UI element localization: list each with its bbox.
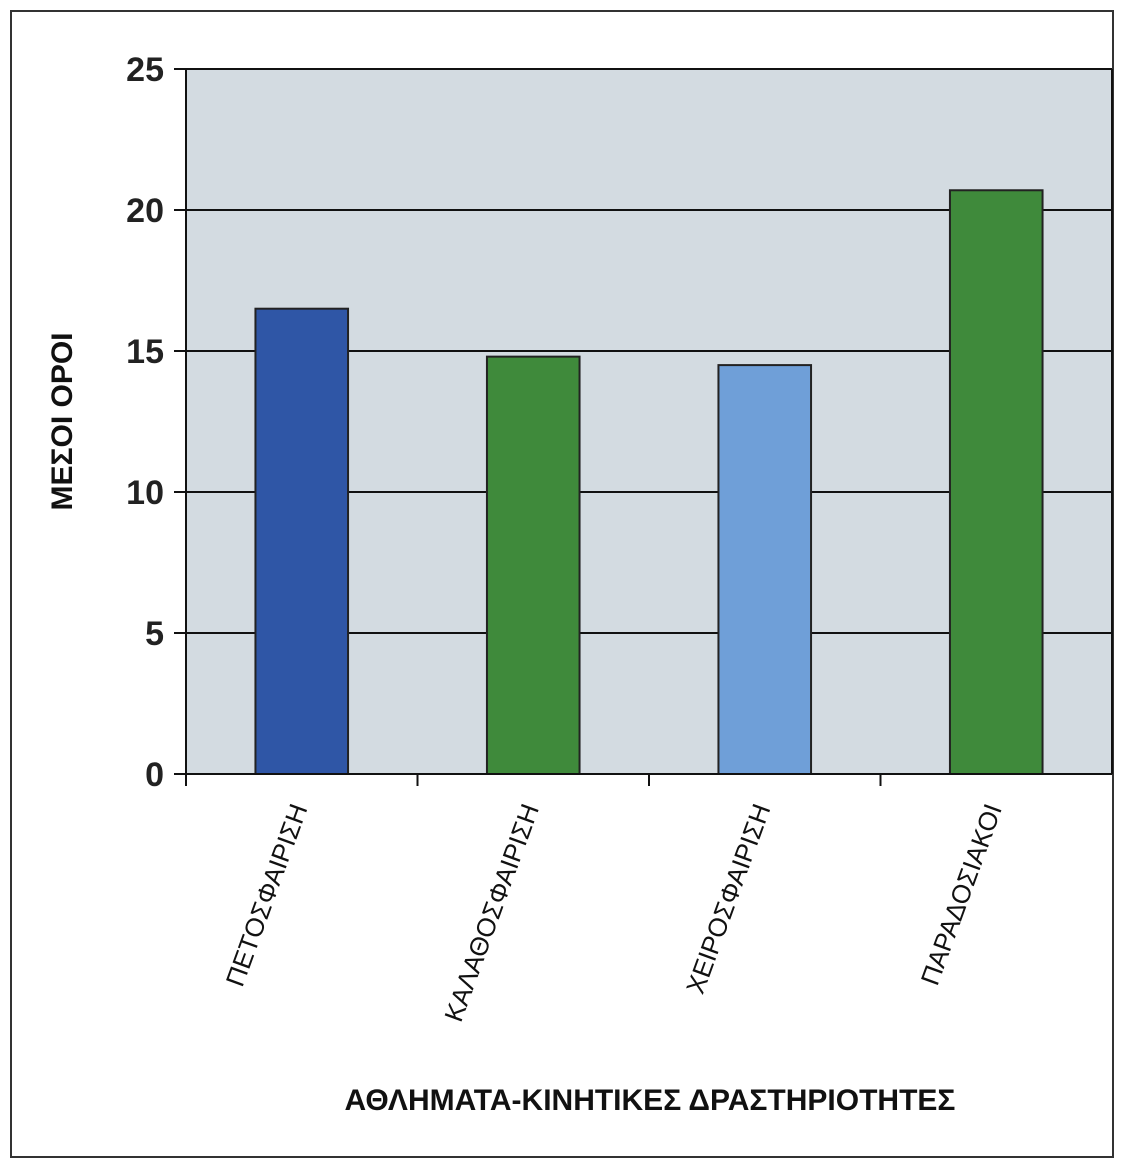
y-tick-label: 10 (126, 474, 164, 512)
y-tick-label: 0 (145, 756, 164, 794)
y-tick-labels: 0 5 10 15 20 25 (126, 51, 164, 794)
y-tick-label: 25 (126, 51, 164, 89)
y-axis-label: ΜΕΣΟΙ ΟΡΟΙ (46, 332, 79, 510)
y-tick-label: 5 (145, 615, 164, 653)
x-tick-label: ΠΑΡΑΔΟΣΙΑΚΟΙ (915, 800, 1008, 989)
x-tick-labels: ΠΕΤΟΣΦΑΙΡΙΣΗ ΚΑΛΑΘΟΣΦΑΙΡΙΣΗ ΧΕΙΡΟΣΦΑΙΡΙΣΗ Π… (220, 800, 1008, 1026)
x-axis-label: ΑΘΛΗΜΑΤΑ-ΚΙΝΗΤΙΚΕΣ ΔΡΑΣΤΗΡΙΟΤΗΤΕΣ (345, 1084, 956, 1117)
x-tick-label: ΚΑΛΑΘΟΣΦΑΙΡΙΣΗ (438, 800, 545, 1026)
x-tick-label: ΧΕΙΡΟΣΦΑΙΡΙΣΗ (680, 800, 776, 998)
bar-2 (485, 355, 581, 775)
bar-3 (717, 364, 813, 775)
y-tick-label: 20 (126, 192, 164, 230)
x-tick-label: ΠΕΤΟΣΦΑΙΡΙΣΗ (220, 800, 314, 991)
y-tick-label: 15 (126, 333, 164, 371)
bar-4 (948, 189, 1044, 775)
bars (254, 189, 1044, 775)
axes (174, 68, 1113, 786)
bar-1 (254, 307, 350, 775)
